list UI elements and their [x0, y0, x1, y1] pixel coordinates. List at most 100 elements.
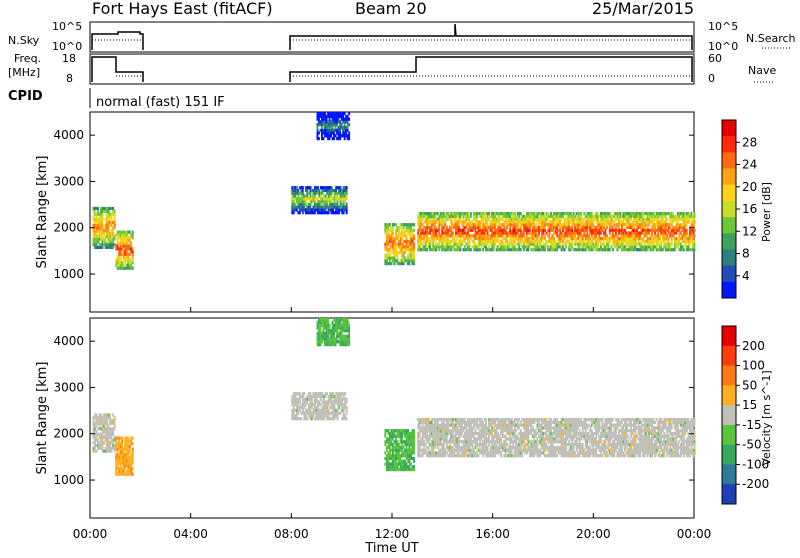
data-cell-velocity-3 [327, 318, 329, 321]
data-cell-velocity-5 [497, 432, 499, 435]
freq-unit-label: [MHz] [8, 66, 40, 79]
data-cell-power-3 [341, 123, 343, 126]
data-cell-power-5 [509, 226, 511, 229]
data-cell-velocity-3 [332, 321, 334, 324]
data-cell-power-5 [606, 234, 608, 237]
data-cell-power-5 [609, 240, 611, 243]
data-cell-power-5 [523, 234, 525, 237]
data-cell-velocity-3 [341, 332, 343, 335]
data-cell-velocity-4 [389, 446, 391, 449]
data-cell-power-5 [499, 215, 501, 218]
data-cell-power-2 [346, 194, 348, 197]
data-cell-power-5 [570, 212, 572, 215]
data-cell-velocity-5 [464, 454, 466, 457]
data-cell-power-5 [694, 229, 696, 232]
data-cell-power-5 [671, 237, 673, 240]
data-cell-power-5 [617, 234, 619, 237]
data-cell-power-3 [344, 137, 346, 140]
data-cell-power-4 [410, 226, 412, 229]
data-cell-velocity-2 [297, 403, 299, 406]
data-cell-power-2 [332, 208, 334, 211]
data-cell-power-5 [514, 240, 516, 243]
nsky-label: N.Sky [8, 34, 40, 47]
data-cell-velocity-1 [132, 450, 134, 453]
data-cell-power-2 [337, 194, 339, 197]
data-cell-velocity-4 [397, 440, 399, 443]
data-cell-power-2 [314, 211, 316, 214]
data-cell-power-2 [294, 194, 296, 197]
nsky-strip-frame [90, 22, 694, 52]
data-cell-power-5 [615, 226, 617, 229]
freq-label: Freq. [14, 52, 41, 65]
data-cell-power-4 [412, 240, 414, 243]
data-cell-velocity-0 [108, 425, 110, 428]
data-cell-velocity-5 [447, 421, 449, 424]
data-cell-velocity-2 [305, 403, 307, 406]
data-cell-power-5 [669, 226, 671, 229]
data-cell-power-5 [517, 226, 519, 229]
data-cell-power-5 [683, 248, 685, 251]
data-cell-velocity-5 [434, 446, 436, 449]
data-cell-power-2 [302, 186, 304, 189]
data-cell-power-2 [338, 211, 340, 214]
data-cell-power-0 [108, 210, 110, 213]
data-cell-power-5 [691, 212, 693, 215]
data-cell-power-4 [413, 248, 415, 251]
data-cell-velocity-4 [413, 440, 415, 443]
data-cell-power-5 [447, 237, 449, 240]
data-cell-power-5 [541, 240, 543, 243]
data-cell-power-1 [121, 261, 123, 264]
data-cell-power-5 [694, 234, 696, 237]
data-cell-velocity-5 [491, 432, 493, 435]
data-cell-power-5 [506, 240, 508, 243]
data-cell-velocity-1 [118, 439, 120, 442]
data-cell-velocity-0 [102, 447, 104, 450]
data-cell-power-5 [469, 240, 471, 243]
data-cell-velocity-1 [132, 453, 134, 456]
data-cell-power-4 [404, 251, 406, 254]
data-cell-power-2 [343, 211, 345, 214]
data-cell-power-5 [476, 215, 478, 218]
data-cell-power-4 [401, 248, 403, 251]
data-cell-power-2 [305, 200, 307, 203]
data-cell-velocity-5 [487, 446, 489, 449]
data-cell-power-5 [678, 234, 680, 237]
data-cell-velocity-5 [505, 446, 507, 449]
data-cell-power-5 [467, 212, 469, 215]
data-cell-power-5 [543, 212, 545, 215]
data-cell-power-5 [479, 226, 481, 229]
data-cell-power-5 [555, 240, 557, 243]
data-cell-power-5 [514, 212, 516, 215]
data-cell-velocity-0 [96, 450, 98, 453]
data-cell-power-5 [496, 223, 498, 226]
data-cell-power-5 [502, 234, 504, 237]
data-cell-power-5 [568, 240, 570, 243]
data-cell-power-5 [614, 237, 616, 240]
data-cell-velocity-5 [488, 443, 490, 446]
data-cell-velocity-1 [132, 456, 134, 459]
data-cell-power-3 [333, 137, 335, 140]
data-cell-velocity-2 [319, 400, 321, 403]
data-cell-power-5 [694, 218, 696, 221]
data-cell-power-5 [671, 212, 673, 215]
data-cell-power-3 [318, 137, 320, 140]
data-cell-power-5 [606, 226, 608, 229]
data-cell-power-1 [120, 256, 122, 259]
data-cell-power-5 [657, 240, 659, 243]
data-cell-power-0 [102, 221, 104, 224]
data-cell-velocity-5 [476, 440, 478, 443]
data-cell-power-1 [130, 244, 132, 247]
data-cell-power-1 [129, 231, 131, 234]
data-cell-power-5 [570, 248, 572, 251]
nave-tick-low: 0 [708, 72, 715, 85]
data-cell-power-5 [609, 212, 611, 215]
data-cell-power-4 [406, 237, 408, 240]
data-cell-power-5 [518, 215, 520, 218]
data-cell-power-2 [340, 186, 342, 189]
data-cell-velocity-2 [341, 400, 343, 403]
data-cell-velocity-2 [299, 400, 301, 403]
data-cell-power-3 [347, 115, 349, 118]
data-cell-velocity-5 [443, 446, 445, 449]
data-cell-power-1 [132, 236, 134, 239]
